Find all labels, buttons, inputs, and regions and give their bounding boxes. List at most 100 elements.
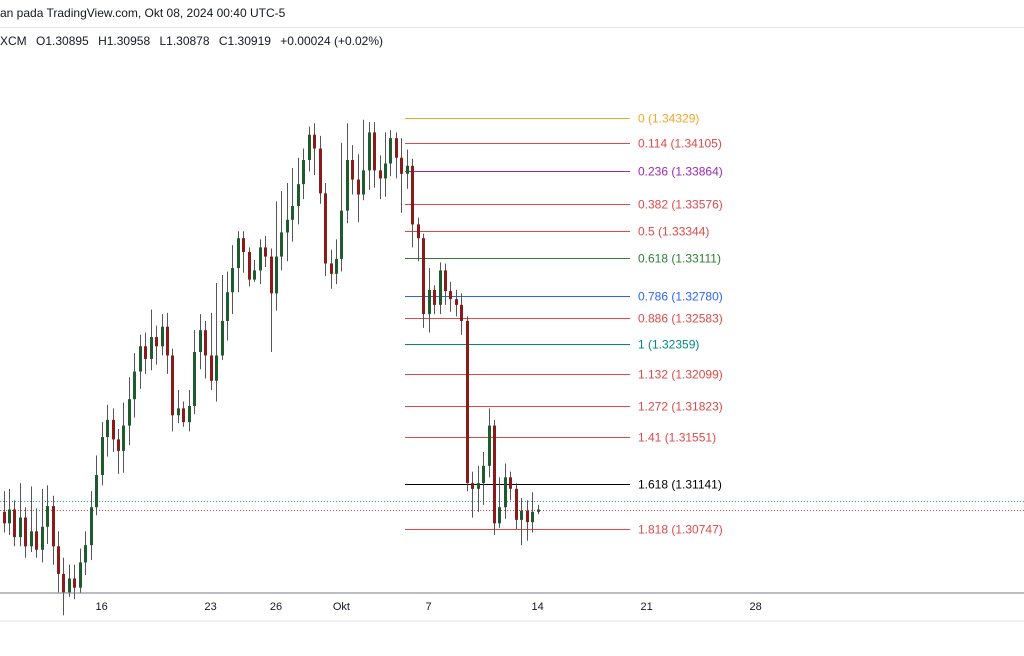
candle [493,419,496,535]
candle-body-down [422,238,425,315]
fib-level-label-12: 1.618 (1.31141) [638,478,722,492]
candle [395,132,398,179]
candle-body-up [537,509,540,512]
candle-body-down [379,170,382,179]
fib-level-label-9: 1.132 (1.32099) [638,368,723,382]
candle-body-up [340,210,343,259]
candle [35,508,38,558]
candle-body-up [520,510,523,520]
candle [406,149,409,189]
candle-body-down [509,477,512,489]
x-tick-label: Okt [333,601,350,613]
candle [297,157,300,225]
fib-level-label-7: 0.886 (1.32583) [638,312,723,326]
candle [515,483,518,530]
candle [62,557,65,616]
candle [319,135,322,204]
candle [428,268,431,333]
candle [471,471,474,518]
candle-body-up [302,160,305,185]
candle-body-up [477,483,480,489]
fibonacci-retracement[interactable]: 0 (1.34329) 0.114 (1.34105) 0.236 (1.33864… [405,112,723,537]
candle-body-up [30,531,33,547]
candle-body-down [455,299,458,305]
candle-body-up [68,578,71,593]
candle [520,498,523,546]
candle-body-down [112,419,115,440]
candle [313,123,316,175]
candle [259,239,262,285]
candle [150,309,153,371]
candle-body-up [308,134,311,161]
candle-body-up [259,247,262,271]
fib-level-label-13: 1.818 (1.30747) [638,523,723,537]
candle [95,455,98,516]
candle-body-up [482,465,485,484]
candle [433,285,436,315]
candle-body-up [133,371,136,400]
candle [193,330,196,415]
candle [204,320,207,379]
symbol-label[interactable]: XCM [0,34,27,48]
candle [488,408,491,478]
candle [90,491,93,561]
candle [537,504,540,515]
candle-body-down [417,224,420,239]
candle-body-up [406,165,409,174]
candle-body-down [466,320,469,484]
candle [264,235,267,267]
x-tick-label: 26 [270,601,282,613]
candle-body-down [373,132,376,171]
candle [79,548,82,594]
candle-body-up [128,399,131,426]
candle-body-up [122,425,125,451]
candle [188,389,191,432]
x-tick-label: 21 [640,601,652,613]
x-tick-label: 28 [749,601,761,613]
candle-body-up [193,352,196,407]
close-value: C1.30919 [218,34,271,48]
candle-body-up [297,184,300,207]
candle [122,402,125,473]
candle [117,429,120,474]
change-value: +0.00024 (+0.02%) [280,34,384,48]
candle [531,492,534,533]
candle [68,564,71,597]
candle [400,138,403,213]
high-value: H1.30958 [98,34,151,48]
candle-body-down [270,256,273,294]
candle [231,245,234,315]
candle-body-up [428,289,431,315]
candle [444,263,447,305]
candle [19,483,22,547]
candle [330,249,333,289]
candle [373,122,376,188]
candle-body-down [411,165,414,225]
candle-body-down [357,179,360,195]
candle [275,201,278,311]
candle [144,332,147,374]
candle [106,404,109,457]
candle [357,154,360,223]
candle-body-up [384,163,387,179]
candle-body-up [177,408,180,416]
candle-body-up [488,425,491,466]
fib-level-label-0: 0 (1.34329) [638,112,699,126]
candle [368,122,371,190]
candle-body-up [139,346,142,372]
x-axis-ticks[interactable]: 16 23 26 Okt 7 14 21 28 [95,601,761,613]
candle [379,155,382,200]
candle-body-down [400,157,403,174]
candle [504,463,507,519]
candle-body-up [41,526,44,550]
candle [340,142,343,272]
candle [526,500,529,541]
candle-body-down [62,573,65,593]
candle-body-up [101,437,104,476]
candle-body-down [13,509,16,538]
candle [171,348,174,432]
candle [455,289,458,317]
candle-body-down [242,238,245,252]
candle-body-up [188,406,191,423]
